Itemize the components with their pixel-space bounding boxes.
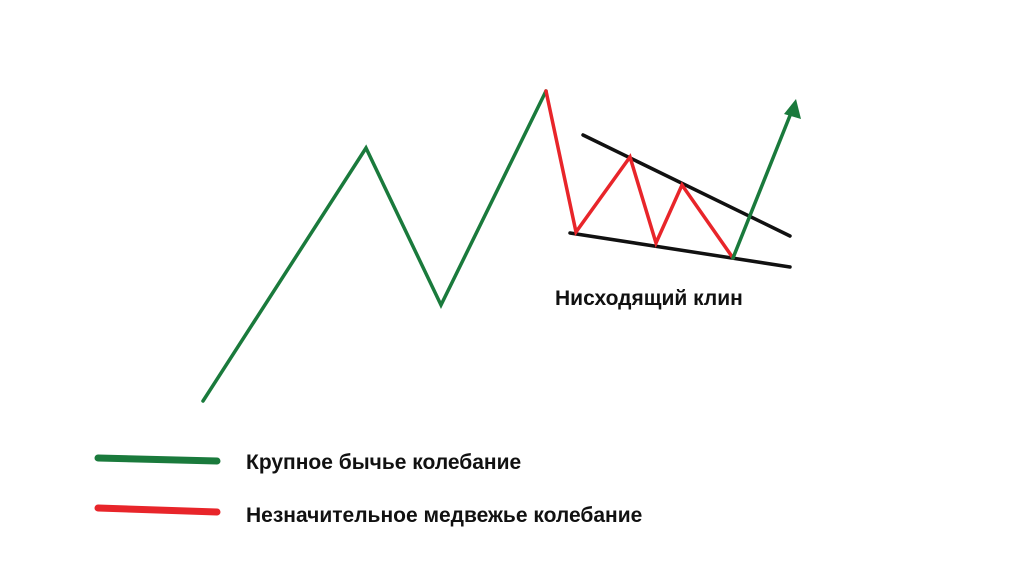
legend-bearish-label: Незначительное медвежье колебание [246, 504, 643, 527]
wedge-label: Нисходящий клин [555, 287, 743, 310]
breakout-line [731, 106, 795, 260]
bearish-swing-line [544, 89, 735, 260]
wedge-upper-trendline [581, 133, 792, 238]
arrow-head-icon [784, 99, 801, 119]
legend-bearish-swatch [94, 504, 221, 516]
legend-bullish-swatch [94, 454, 221, 465]
bullish-swing-line [201, 89, 548, 403]
legend-bullish-label: Крупное бычье колебание [246, 451, 522, 474]
wedge-lower-trendline [568, 231, 792, 269]
